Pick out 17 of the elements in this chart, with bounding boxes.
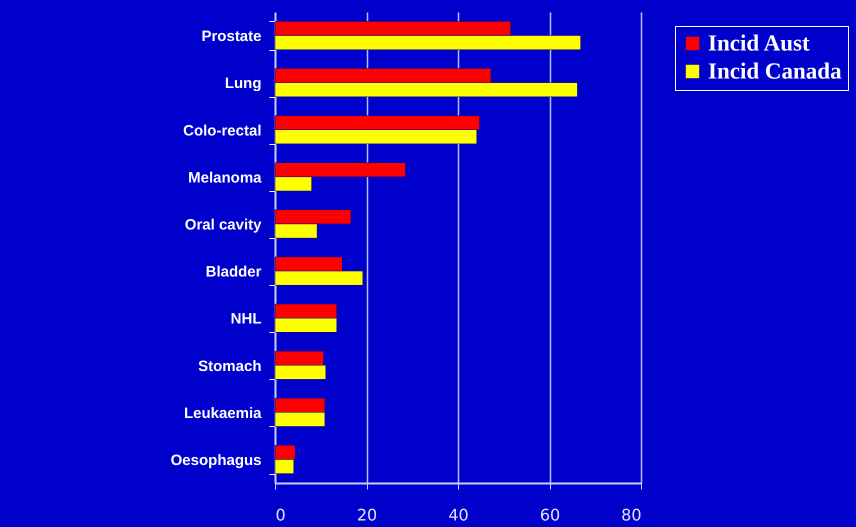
- y-tick-label: Stomach: [198, 358, 262, 375]
- x-tick-label: 20: [356, 506, 378, 524]
- legend-label: Incid Aust: [708, 30, 810, 56]
- y-tick-label: Bladder: [206, 264, 262, 281]
- y-tick-label: Melanoma: [188, 169, 262, 186]
- legend-label: Incid Canada: [708, 58, 842, 84]
- x-tick-label: 40: [448, 506, 469, 524]
- y-tick-label: Lung: [224, 75, 262, 92]
- x-tick-label: 0: [276, 506, 286, 524]
- y-tick-label: NHL: [230, 310, 262, 328]
- y-tick-label: Prostate: [201, 28, 262, 46]
- x-tick-label: 80: [621, 506, 642, 524]
- y-tick-label: Leukaemia: [184, 404, 262, 422]
- x-tick-label: 60: [540, 506, 560, 524]
- y-tick-label: Colo-rectal: [183, 122, 262, 140]
- y-tick-label: Oral cavity: [184, 216, 262, 234]
- y-tick-label: Oesophagus: [170, 452, 262, 469]
